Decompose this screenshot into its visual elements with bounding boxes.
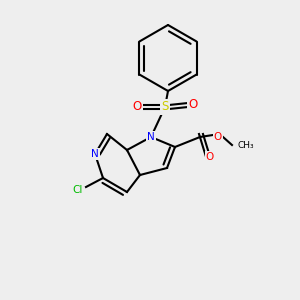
Text: O: O [188,98,198,112]
Text: CH₃: CH₃ [238,140,255,149]
Text: N: N [147,132,155,142]
Text: N: N [91,149,99,159]
Text: Cl: Cl [73,185,83,195]
Text: O: O [132,100,142,113]
Text: O: O [214,132,222,142]
Text: O: O [206,152,214,162]
Text: S: S [161,100,169,113]
